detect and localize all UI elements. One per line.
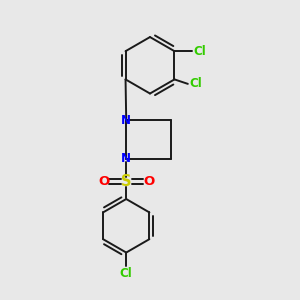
Text: Cl: Cl [120,267,133,280]
Text: S: S [121,174,131,189]
Text: N: N [121,152,131,165]
Text: Cl: Cl [193,45,206,58]
Text: O: O [143,175,154,188]
Text: O: O [98,175,110,188]
Text: N: N [121,114,131,127]
Text: Cl: Cl [189,77,202,90]
